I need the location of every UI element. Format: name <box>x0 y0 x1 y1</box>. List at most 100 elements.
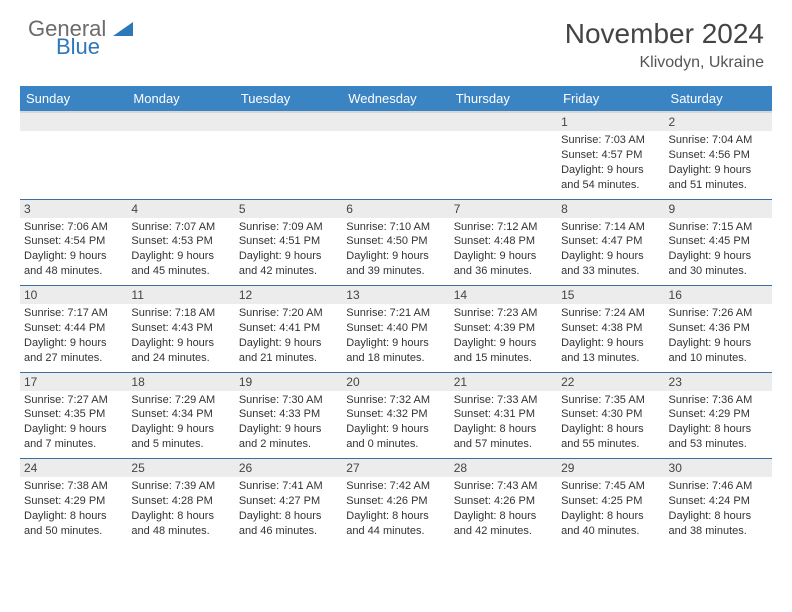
sunset-text: Sunset: 4:57 PM <box>561 148 660 163</box>
sunset-text: Sunset: 4:27 PM <box>239 494 338 509</box>
weekday-header: Thursday <box>450 86 557 112</box>
day2-text: and 39 minutes. <box>346 264 445 279</box>
day-number-cell <box>20 112 127 131</box>
day2-text: and 21 minutes. <box>239 351 338 366</box>
day-number-cell <box>235 112 342 131</box>
day-number-cell: 13 <box>342 286 449 305</box>
sunrise-text: Sunrise: 7:32 AM <box>346 393 445 408</box>
day1-text: Daylight: 9 hours <box>24 249 123 264</box>
day-data-cell: Sunrise: 7:18 AMSunset: 4:43 PMDaylight:… <box>127 304 234 372</box>
sunrise-text: Sunrise: 7:26 AM <box>669 306 768 321</box>
day-data-row: Sunrise: 7:38 AMSunset: 4:29 PMDaylight:… <box>20 477 772 545</box>
day-data-cell: Sunrise: 7:33 AMSunset: 4:31 PMDaylight:… <box>450 391 557 459</box>
day-data-cell: Sunrise: 7:30 AMSunset: 4:33 PMDaylight:… <box>235 391 342 459</box>
sunrise-text: Sunrise: 7:14 AM <box>561 220 660 235</box>
day-number-cell: 10 <box>20 286 127 305</box>
day1-text: Daylight: 9 hours <box>346 336 445 351</box>
day1-text: Daylight: 9 hours <box>669 249 768 264</box>
day1-text: Daylight: 9 hours <box>454 249 553 264</box>
header: General Blue November 2024 Klivodyn, Ukr… <box>0 0 792 80</box>
sunrise-text: Sunrise: 7:03 AM <box>561 133 660 148</box>
day-data-cell: Sunrise: 7:43 AMSunset: 4:26 PMDaylight:… <box>450 477 557 545</box>
day-number-cell: 5 <box>235 199 342 218</box>
sunrise-text: Sunrise: 7:46 AM <box>669 479 768 494</box>
sunset-text: Sunset: 4:38 PM <box>561 321 660 336</box>
weekday-header: Saturday <box>665 86 772 112</box>
sunset-text: Sunset: 4:36 PM <box>669 321 768 336</box>
day2-text: and 30 minutes. <box>669 264 768 279</box>
sunrise-text: Sunrise: 7:07 AM <box>131 220 230 235</box>
sunset-text: Sunset: 4:43 PM <box>131 321 230 336</box>
day-number-cell: 20 <box>342 372 449 391</box>
brand-part2: Blue <box>56 36 133 58</box>
day1-text: Daylight: 9 hours <box>346 422 445 437</box>
day-number-cell: 8 <box>557 199 664 218</box>
sunrise-text: Sunrise: 7:39 AM <box>131 479 230 494</box>
sunrise-text: Sunrise: 7:21 AM <box>346 306 445 321</box>
sunrise-text: Sunrise: 7:36 AM <box>669 393 768 408</box>
day-data-cell: Sunrise: 7:03 AMSunset: 4:57 PMDaylight:… <box>557 131 664 199</box>
day-number-cell: 24 <box>20 459 127 478</box>
day-data-cell: Sunrise: 7:26 AMSunset: 4:36 PMDaylight:… <box>665 304 772 372</box>
sunset-text: Sunset: 4:30 PM <box>561 407 660 422</box>
day-number-cell: 23 <box>665 372 772 391</box>
day2-text: and 33 minutes. <box>561 264 660 279</box>
sunrise-text: Sunrise: 7:42 AM <box>346 479 445 494</box>
day2-text: and 42 minutes. <box>454 524 553 539</box>
day-number-cell: 15 <box>557 286 664 305</box>
day-number-row: 12 <box>20 112 772 131</box>
day-number-cell: 17 <box>20 372 127 391</box>
day-number-cell: 3 <box>20 199 127 218</box>
day1-text: Daylight: 8 hours <box>669 422 768 437</box>
day2-text: and 48 minutes. <box>24 264 123 279</box>
day-data-cell: Sunrise: 7:46 AMSunset: 4:24 PMDaylight:… <box>665 477 772 545</box>
sunrise-text: Sunrise: 7:35 AM <box>561 393 660 408</box>
day-data-cell: Sunrise: 7:15 AMSunset: 4:45 PMDaylight:… <box>665 218 772 286</box>
day2-text: and 51 minutes. <box>669 178 768 193</box>
day-data-cell: Sunrise: 7:06 AMSunset: 4:54 PMDaylight:… <box>20 218 127 286</box>
weekday-header-row: Sunday Monday Tuesday Wednesday Thursday… <box>20 86 772 112</box>
day2-text: and 54 minutes. <box>561 178 660 193</box>
day-data-cell: Sunrise: 7:23 AMSunset: 4:39 PMDaylight:… <box>450 304 557 372</box>
day1-text: Daylight: 8 hours <box>669 509 768 524</box>
day1-text: Daylight: 9 hours <box>669 336 768 351</box>
day1-text: Daylight: 9 hours <box>239 249 338 264</box>
day-number-cell <box>127 112 234 131</box>
day-number-cell: 22 <box>557 372 664 391</box>
title-block: November 2024 Klivodyn, Ukraine <box>565 18 764 72</box>
sunset-text: Sunset: 4:40 PM <box>346 321 445 336</box>
day2-text: and 57 minutes. <box>454 437 553 452</box>
day-number-cell: 18 <box>127 372 234 391</box>
sunset-text: Sunset: 4:34 PM <box>131 407 230 422</box>
day-data-cell: Sunrise: 7:21 AMSunset: 4:40 PMDaylight:… <box>342 304 449 372</box>
day2-text: and 2 minutes. <box>239 437 338 452</box>
day-data-cell: Sunrise: 7:42 AMSunset: 4:26 PMDaylight:… <box>342 477 449 545</box>
day2-text: and 13 minutes. <box>561 351 660 366</box>
day-data-cell <box>127 131 234 199</box>
day1-text: Daylight: 9 hours <box>24 336 123 351</box>
sunset-text: Sunset: 4:47 PM <box>561 234 660 249</box>
day1-text: Daylight: 8 hours <box>346 509 445 524</box>
sunset-text: Sunset: 4:25 PM <box>561 494 660 509</box>
sunset-text: Sunset: 4:28 PM <box>131 494 230 509</box>
sunset-text: Sunset: 4:51 PM <box>239 234 338 249</box>
sunset-text: Sunset: 4:50 PM <box>346 234 445 249</box>
sunset-text: Sunset: 4:45 PM <box>669 234 768 249</box>
day1-text: Daylight: 9 hours <box>24 422 123 437</box>
day-data-row: Sunrise: 7:27 AMSunset: 4:35 PMDaylight:… <box>20 391 772 459</box>
sunrise-text: Sunrise: 7:06 AM <box>24 220 123 235</box>
day2-text: and 50 minutes. <box>24 524 123 539</box>
day-number-cell: 1 <box>557 112 664 131</box>
sunrise-text: Sunrise: 7:17 AM <box>24 306 123 321</box>
day-number-cell: 7 <box>450 199 557 218</box>
day1-text: Daylight: 8 hours <box>561 422 660 437</box>
day-data-cell: Sunrise: 7:36 AMSunset: 4:29 PMDaylight:… <box>665 391 772 459</box>
day-number-row: 10111213141516 <box>20 286 772 305</box>
day1-text: Daylight: 9 hours <box>131 336 230 351</box>
sunset-text: Sunset: 4:53 PM <box>131 234 230 249</box>
day1-text: Daylight: 9 hours <box>561 336 660 351</box>
sunset-text: Sunset: 4:48 PM <box>454 234 553 249</box>
day-number-cell: 4 <box>127 199 234 218</box>
day-data-cell <box>450 131 557 199</box>
sunset-text: Sunset: 4:32 PM <box>346 407 445 422</box>
